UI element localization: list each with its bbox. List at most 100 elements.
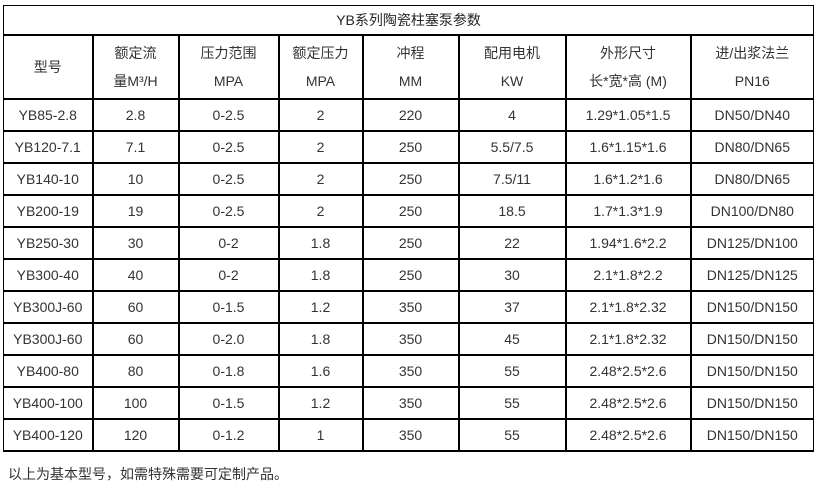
cell-stroke: 350: [361, 353, 460, 388]
cell-pressure-range: 0-1.8: [177, 353, 280, 388]
cell-pressure-range: 0-2.5: [177, 97, 280, 132]
cell-pressure-range: 0-2: [177, 225, 280, 260]
cell-pressure-range: 0-1.2: [177, 417, 280, 452]
cell-model: YB400-120: [3, 417, 94, 452]
cell-dimensions: 2.1*1.8*2.2: [564, 257, 692, 292]
cell-rated-pressure: 2: [277, 97, 364, 132]
cell-flange: DN150/DN150: [689, 289, 814, 324]
cell-stroke: 250: [361, 161, 460, 196]
table-row: YB250-30 30 0-2 1.8 250 22 1.94*1.6*2.2 DN125/D…: [3, 225, 814, 260]
cell-rated-pressure: 1: [277, 417, 364, 452]
cell-rated-flow: 80: [91, 353, 180, 388]
table-row: YB300J-60 60 0-2.0 1.8 350 45 2.1*1.8*2.32 DN15…: [3, 321, 814, 356]
cell-dimensions: 1.94*1.6*2.2: [564, 225, 692, 260]
cell-pressure-range: 0-1.5: [177, 385, 280, 420]
cell-rated-pressure: 1.8: [277, 257, 364, 292]
cell-rated-flow: 100: [91, 385, 180, 420]
cell-motor-power: 18.5: [457, 193, 567, 228]
cell-rated-flow: 30: [91, 225, 180, 260]
column-header-line1: 额定压力: [292, 44, 349, 61]
cell-rated-flow: 60: [91, 289, 180, 324]
cell-dimensions: 2.48*2.5*2.6: [564, 385, 692, 420]
cell-rated-flow: 19: [91, 193, 180, 228]
table-row: YB120-7.1 7.1 0-2.5 2 250 5.5/7.5 1.6*1.15*1.6…: [3, 129, 814, 164]
cell-dimensions: 2.48*2.5*2.6: [564, 417, 692, 452]
cell-rated-pressure: 2: [277, 161, 364, 196]
cell-dimensions: 1.6*1.2*1.6: [564, 161, 692, 196]
column-header-rated-flow: 额定流量M³/H: [91, 33, 180, 100]
cell-pressure-range: 0-2.5: [177, 161, 280, 196]
column-header-line1: 冲程: [396, 44, 425, 61]
column-header-line2: MPA: [305, 72, 336, 89]
column-header-line1: 额定流: [114, 44, 157, 61]
cell-rated-flow: 60: [91, 321, 180, 356]
cell-motor-power: 55: [457, 385, 567, 420]
cell-dimensions: 1.29*1.05*1.5: [564, 97, 692, 132]
cell-stroke: 350: [361, 417, 460, 452]
cell-motor-power: 37: [457, 289, 567, 324]
cell-pressure-range: 0-1.5: [177, 289, 280, 324]
cell-motor-power: 4: [457, 97, 567, 132]
column-header-line2: 长*宽*高 (M): [589, 72, 667, 89]
cell-stroke: 220: [361, 97, 460, 132]
column-header-line1: 型号: [33, 58, 62, 75]
cell-flange: DN80/DN65: [689, 129, 814, 164]
cell-stroke: 350: [361, 385, 460, 420]
table-row: YB300-40 40 0-2 1.8 250 30 2.1*1.8*2.2 DN125/DN…: [3, 257, 814, 292]
table-row: YB400-100 100 0-1.5 1.2 350 55 2.48*2.5*2.6 DN1…: [3, 385, 814, 420]
column-header-line2: 量M³/H: [113, 72, 158, 89]
cell-model: YB140-10: [3, 161, 94, 196]
cell-dimensions: 1.7*1.3*1.9: [564, 193, 692, 228]
column-header-stroke: 冲程 MM: [361, 33, 460, 100]
cell-stroke: 250: [361, 129, 460, 164]
cell-dimensions: 2.1*1.8*2.32: [564, 321, 692, 356]
cell-rated-flow: 2.8: [91, 97, 180, 132]
cell-flange: DN125/DN125: [689, 257, 814, 292]
cell-flange: DN100/DN80: [689, 193, 814, 228]
cell-dimensions: 1.6*1.15*1.6: [564, 129, 692, 164]
cell-pressure-range: 0-2.5: [177, 129, 280, 164]
cell-rated-flow: 10: [91, 161, 180, 196]
cell-motor-power: 55: [457, 417, 567, 452]
column-header-line1: 配用电机: [484, 44, 540, 61]
column-header-line1: 外形尺寸: [600, 44, 656, 61]
cell-model: YB250-30: [3, 225, 94, 260]
table-row: YB200-19 19 0-2.5 2 250 18.5 1.7*1.3*1.9 DN100/…: [3, 193, 814, 228]
cell-model: YB120-7.1: [3, 129, 94, 164]
table-header-row: 型号 额定流量M³/H 压力范围 MPA 额定压力 MPA 冲程 MM 配用电机 KW 外形尺寸长*…: [3, 33, 814, 100]
footer-note: 以上为基本型号，如需特殊需要可定制产品。: [8, 465, 288, 482]
cell-motor-power: 30: [457, 257, 567, 292]
column-header-line2: MPA: [213, 72, 244, 89]
cell-stroke: 250: [361, 193, 460, 228]
cell-rated-pressure: 1.8: [277, 225, 364, 260]
column-header-pressure-range: 压力范围 MPA: [177, 33, 280, 100]
cell-stroke: 350: [361, 289, 460, 324]
column-header-rated-pressure: 额定压力 MPA: [277, 33, 364, 100]
cell-rated-flow: 7.1: [91, 129, 180, 164]
cell-stroke: 350: [361, 321, 460, 356]
cell-model: YB300J-60: [3, 321, 94, 356]
cell-stroke: 250: [361, 257, 460, 292]
cell-rated-pressure: 1.6: [277, 353, 364, 388]
cell-flange: DN150/DN150: [689, 385, 814, 420]
cell-pressure-range: 0-2: [177, 257, 280, 292]
column-header-flange: 进/出浆法兰 PN16: [689, 33, 814, 100]
table-row: YB400-120 120 0-1.2 1 350 55 2.48*2.5*2.6 DN150…: [3, 417, 814, 452]
table-row: YB140-10 10 0-2.5 2 250 7.5/11 1.6*1.2*1.6 DN80…: [3, 161, 814, 196]
cell-rated-pressure: 1.8: [277, 321, 364, 356]
column-header-line2: PN16: [734, 72, 770, 89]
cell-motor-power: 45: [457, 321, 567, 356]
cell-flange: DN150/DN150: [689, 321, 814, 356]
table-row: YB400-80 80 0-1.8 1.6 350 55 2.48*2.5*2.6 DN150…: [3, 353, 814, 388]
cell-rated-pressure: 1.2: [277, 289, 364, 324]
cell-flange: DN150/DN150: [689, 417, 814, 452]
cell-pressure-range: 0-2.0: [177, 321, 280, 356]
cell-model: YB300J-60: [3, 289, 94, 324]
column-header-line2: KW: [500, 72, 524, 89]
cell-rated-pressure: 1.2: [277, 385, 364, 420]
column-header-line1: 压力范围: [200, 44, 257, 61]
cell-flange: DN150/DN150: [689, 353, 814, 388]
cell-rated-pressure: 2: [277, 193, 364, 228]
cell-model: YB85-2.8: [3, 97, 94, 132]
